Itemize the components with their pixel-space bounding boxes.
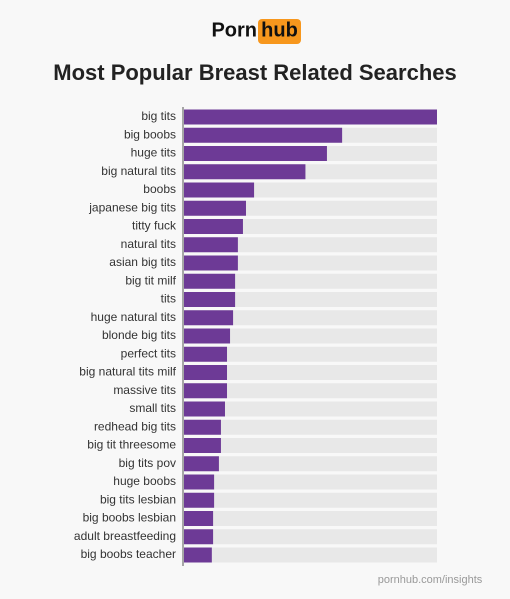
- bar: [184, 127, 343, 143]
- bar-track: [184, 237, 437, 253]
- bar: [184, 292, 236, 307]
- bar-track: [184, 310, 437, 326]
- category-label: big tits pov: [119, 456, 176, 470]
- category-label: blonde big tits: [102, 328, 176, 342]
- category-label: natural tits: [121, 237, 176, 251]
- category-label: big natural tits milf: [79, 365, 176, 379]
- bar-track: [184, 492, 437, 508]
- chart-title: Most Popular Breast Related Searches: [53, 60, 456, 85]
- bar-track: [184, 474, 437, 490]
- category-label: big boobs lesbian: [83, 511, 176, 525]
- bar-track: [184, 511, 437, 526]
- bar-track: [184, 219, 437, 234]
- bar-track: [184, 365, 437, 380]
- bar: [184, 219, 243, 234]
- category-label: adult breastfeeding: [74, 529, 176, 543]
- bar-track: [184, 419, 437, 435]
- bar-track: [184, 401, 437, 417]
- bar: [184, 200, 246, 216]
- bar-track: [184, 273, 437, 289]
- category-label: small tits: [129, 401, 176, 415]
- bar-track: [184, 438, 437, 453]
- category-label: big boobs: [124, 127, 176, 141]
- bar: [184, 474, 215, 490]
- category-label: big tits: [141, 109, 176, 123]
- bar: [184, 109, 437, 125]
- bar: [184, 237, 238, 253]
- bar: [184, 456, 219, 472]
- bar: [184, 146, 327, 161]
- bar: [184, 328, 231, 344]
- category-label: japanese big tits: [88, 200, 176, 214]
- category-label: asian big tits: [109, 255, 176, 269]
- category-label: huge natural tits: [91, 310, 176, 324]
- bar: [184, 310, 234, 326]
- bar: [184, 438, 221, 453]
- category-label: big boobs teacher: [81, 547, 176, 561]
- category-label: huge tits: [131, 146, 176, 160]
- bar: [184, 365, 228, 380]
- bar-track: [184, 547, 437, 563]
- bar-track: [184, 456, 437, 472]
- bar: [184, 511, 214, 526]
- category-label: titty fuck: [132, 219, 177, 233]
- logo-right: hub: [261, 19, 298, 41]
- category-label: big tit threesome: [87, 438, 176, 452]
- logo-left: Porn: [211, 19, 257, 41]
- bar: [184, 492, 215, 508]
- bar: [184, 383, 228, 399]
- source: pornhub.com/insights: [378, 574, 483, 586]
- bar: [184, 346, 228, 362]
- category-label: huge boobs: [113, 474, 176, 488]
- bar: [184, 419, 221, 435]
- category-label: big natural tits: [101, 164, 176, 178]
- bar-track: [184, 383, 437, 399]
- bar-track: [184, 328, 437, 344]
- bar-track: [184, 255, 437, 271]
- bar-track: [184, 200, 437, 216]
- logo-box: [258, 19, 301, 44]
- category-label: tits: [161, 292, 176, 306]
- bar: [184, 255, 238, 271]
- bar-track: [184, 292, 437, 307]
- bar: [184, 164, 306, 180]
- bar: [184, 547, 212, 563]
- bar-track: [184, 529, 437, 545]
- bar: [184, 273, 236, 289]
- bar: [184, 401, 225, 417]
- bar: [184, 182, 255, 198]
- bar-track: [184, 346, 437, 362]
- category-label: boobs: [143, 182, 176, 196]
- category-label: big tit milf: [125, 273, 176, 287]
- category-label: perfect tits: [121, 346, 176, 360]
- bar: [184, 529, 214, 545]
- category-label: big tits lesbian: [100, 492, 176, 506]
- category-label: redhead big tits: [94, 419, 176, 433]
- category-label: massive tits: [113, 383, 176, 397]
